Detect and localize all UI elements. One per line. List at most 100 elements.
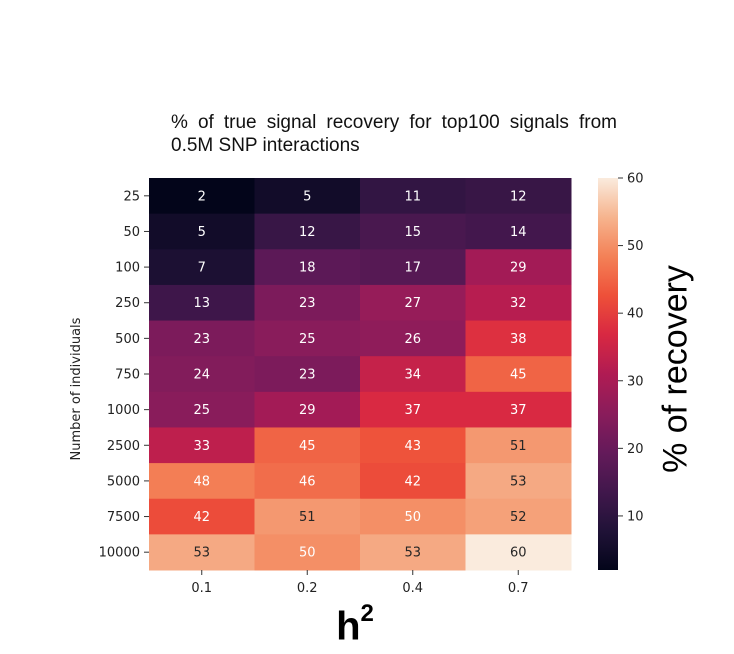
cell-value-label: 38 bbox=[510, 332, 527, 347]
heatmap-cell bbox=[254, 178, 361, 215]
colorbar-tick-label: 10 bbox=[627, 509, 644, 524]
cell-value-label: 26 bbox=[404, 332, 421, 347]
heatmap-cell bbox=[360, 498, 466, 535]
x-axis-label: h2 bbox=[336, 600, 374, 649]
chart-title: % of true signal recovery for top100 sig… bbox=[171, 112, 617, 156]
heatmap-cell bbox=[149, 213, 255, 250]
cell-value-label: 18 bbox=[299, 261, 316, 276]
heatmap-cell bbox=[465, 249, 572, 286]
cell-value-label: 23 bbox=[299, 368, 316, 383]
heatmap-cell bbox=[465, 213, 572, 250]
colorbar-tick-label: 60 bbox=[627, 172, 644, 187]
heatmap-cell bbox=[465, 498, 572, 535]
heatmap-cell bbox=[465, 356, 572, 393]
colorbar-tick-label: 50 bbox=[627, 239, 644, 254]
heatmap-cell bbox=[360, 427, 466, 464]
heatmap-cell bbox=[149, 463, 255, 500]
heatmap-cell bbox=[360, 284, 466, 322]
heatmap-cell bbox=[360, 249, 466, 286]
cell-value-label: 17 bbox=[404, 261, 421, 276]
heatmap-cell bbox=[254, 498, 361, 535]
heatmap-cell bbox=[360, 463, 466, 500]
colorbar-tick-label: 30 bbox=[627, 374, 644, 389]
heatmap-cell bbox=[149, 178, 255, 215]
x-axis: 0.1 0.2 0.4 0.7 bbox=[191, 570, 529, 596]
cell-value-label: 48 bbox=[193, 474, 210, 489]
heatmap-cell bbox=[465, 391, 572, 428]
cell-value-label: 53 bbox=[193, 546, 210, 561]
y-tick-label: 2500 bbox=[107, 439, 140, 454]
heatmap-cell bbox=[465, 534, 572, 571]
heatmap-cell bbox=[149, 427, 255, 464]
heatmap-cell bbox=[465, 284, 572, 322]
cell-value-label: 29 bbox=[510, 261, 527, 276]
cell-value-label: 15 bbox=[404, 225, 421, 240]
cell-value-label: 11 bbox=[404, 189, 421, 204]
cell-value-label: 12 bbox=[510, 189, 527, 204]
cell-value-label: 53 bbox=[404, 546, 421, 561]
heatmap-cell bbox=[254, 320, 361, 357]
cell-value-label: 23 bbox=[299, 296, 316, 311]
heatmap-cell bbox=[360, 391, 466, 428]
heatmap-cell bbox=[149, 356, 255, 393]
heatmap-cell bbox=[360, 178, 466, 215]
colorbar-tick-label: 20 bbox=[627, 442, 644, 457]
colorbar-ticks: 10 20 30 40 50 60 bbox=[618, 172, 644, 524]
heatmap-cells bbox=[149, 178, 572, 571]
heatmap-cell bbox=[465, 178, 572, 215]
x-tick-label: 0.7 bbox=[508, 581, 529, 596]
y-tick-label: 250 bbox=[115, 296, 140, 311]
cell-value-label: 2 bbox=[198, 189, 206, 204]
cell-value-label: 51 bbox=[299, 510, 316, 525]
cell-value-label: 60 bbox=[510, 546, 527, 561]
cell-value-label: 50 bbox=[404, 510, 421, 525]
heatmap-cell bbox=[254, 534, 361, 571]
heatmap-cell bbox=[465, 320, 572, 357]
y-tick-label: 1000 bbox=[107, 403, 140, 418]
cell-value-label: 5 bbox=[303, 189, 311, 204]
cell-value-label: 14 bbox=[510, 225, 527, 240]
heatmap-cell bbox=[254, 463, 361, 500]
cell-value-label: 37 bbox=[510, 403, 527, 418]
x-tick-label: 0.4 bbox=[402, 581, 423, 596]
heatmap-cell bbox=[360, 356, 466, 393]
heatmap-cell bbox=[149, 249, 255, 286]
y-axis: 25 50 100 250 500 750 1000 2500 5000 7500 10000 bbox=[99, 189, 149, 561]
cell-value-label: 53 bbox=[510, 474, 527, 489]
cell-value-label: 5 bbox=[198, 225, 206, 240]
cell-value-label: 42 bbox=[193, 510, 210, 525]
y-tick-label: 25 bbox=[123, 189, 140, 204]
cell-value-label: 32 bbox=[510, 296, 527, 311]
x-tick-label: 0.1 bbox=[191, 581, 212, 596]
cell-value-label: 12 bbox=[299, 225, 316, 240]
heatmap-cell bbox=[360, 534, 466, 571]
cell-value-label: 23 bbox=[193, 332, 210, 347]
heatmap-cell bbox=[149, 320, 255, 357]
heatmap-cell bbox=[149, 498, 255, 535]
heatmap-cell bbox=[465, 427, 572, 464]
y-tick-label: 7500 bbox=[107, 510, 140, 525]
x-tick-label: 0.2 bbox=[297, 581, 318, 596]
cell-value-label: 43 bbox=[404, 439, 421, 454]
cell-value-label: 25 bbox=[299, 332, 316, 347]
y-tick-label: 100 bbox=[115, 261, 140, 276]
cell-value-label: 7 bbox=[198, 261, 206, 276]
cell-value-label: 42 bbox=[404, 474, 421, 489]
cell-value-label: 45 bbox=[510, 368, 527, 383]
heatmap-cell bbox=[254, 249, 361, 286]
heatmap-cell bbox=[149, 534, 255, 571]
cell-value-label: 46 bbox=[299, 474, 316, 489]
colorbar-label: % of recovery bbox=[656, 265, 695, 473]
cell-value-label: 51 bbox=[510, 439, 527, 454]
y-axis-label: Number of individuals bbox=[69, 317, 84, 460]
colorbar bbox=[598, 178, 618, 570]
cell-value-label: 29 bbox=[299, 403, 316, 418]
heatmap-cell bbox=[149, 284, 255, 322]
cell-value-label: 25 bbox=[193, 403, 210, 418]
cell-value-label: 33 bbox=[193, 439, 210, 454]
heatmap-cell bbox=[254, 284, 361, 322]
heatmap-cell bbox=[465, 463, 572, 500]
y-tick-label: 750 bbox=[115, 368, 140, 383]
heatmap-cell bbox=[360, 213, 466, 250]
